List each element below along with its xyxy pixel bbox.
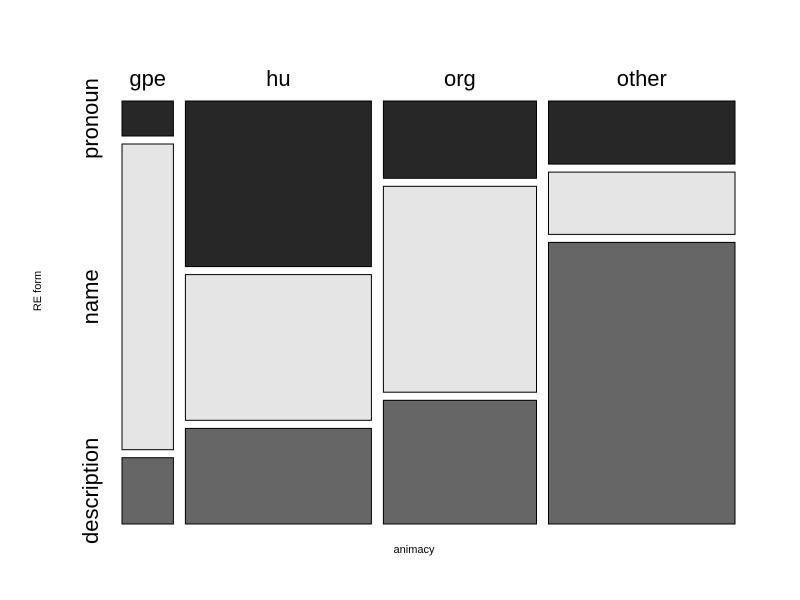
- cell-hu-description: [184, 427, 372, 525]
- cell-other-name: [548, 171, 736, 235]
- column-label-hu: hu: [266, 66, 290, 91]
- mosaic-cells: [121, 100, 736, 525]
- cell-org-pronoun: [382, 100, 537, 179]
- cell-other-description: [548, 241, 736, 525]
- cell-hu-name: [184, 274, 372, 421]
- row-label-name: name: [78, 269, 103, 324]
- row-label-description: description: [78, 438, 103, 544]
- cell-other-pronoun: [548, 100, 736, 165]
- cell-hu-pronoun: [184, 100, 372, 268]
- cell-gpe-description: [121, 457, 174, 525]
- cell-org-description: [382, 399, 537, 525]
- y-axis-label: RE form: [32, 271, 44, 311]
- cell-gpe-name: [121, 143, 174, 451]
- row-label-pronoun: pronoun: [78, 78, 103, 159]
- column-label-gpe: gpe: [129, 66, 166, 91]
- row-labels: pronoun name description: [78, 78, 103, 544]
- column-label-org: org: [444, 66, 476, 91]
- column-label-other: other: [617, 66, 667, 91]
- column-labels: gpe hu org other: [129, 66, 667, 91]
- cell-gpe-pronoun: [121, 100, 174, 137]
- x-axis-label: animacy: [394, 544, 435, 556]
- cell-org-name: [382, 185, 537, 393]
